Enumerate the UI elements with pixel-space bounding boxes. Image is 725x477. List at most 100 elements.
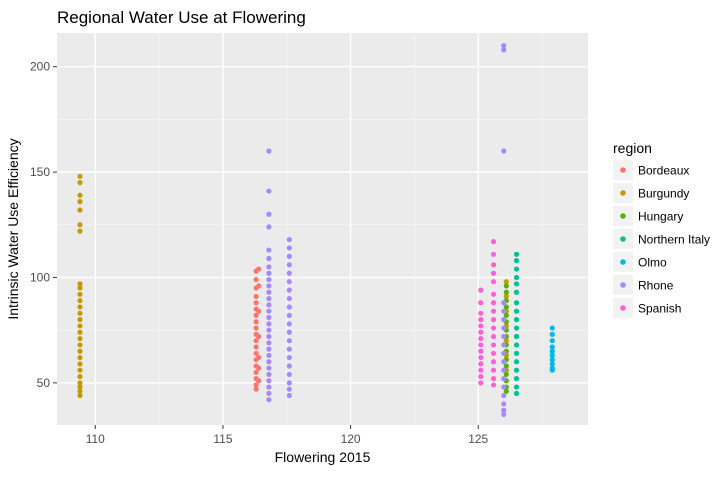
data-point (77, 192, 83, 198)
legend-item: Northern Italy (613, 229, 710, 249)
data-point (513, 350, 520, 356)
data-point (77, 354, 83, 361)
legend-label: Bordeaux (638, 164, 689, 178)
data-point (513, 300, 520, 306)
data-point (266, 397, 272, 403)
data-points (77, 43, 555, 418)
data-point (503, 312, 509, 319)
data-point (501, 148, 507, 154)
data-point (478, 287, 484, 293)
data-point (513, 308, 520, 314)
x-axis: 110 115 120 125 (86, 425, 489, 446)
data-point (253, 344, 259, 350)
data-point (253, 293, 259, 300)
data-point (266, 224, 272, 230)
data-point (253, 369, 259, 375)
data-point (253, 350, 259, 356)
data-point (266, 352, 272, 359)
data-point (490, 308, 497, 314)
data-point (286, 392, 292, 399)
legend-item: Olmo (613, 252, 667, 272)
data-point (490, 317, 497, 323)
data-point (256, 333, 262, 340)
data-point (77, 392, 83, 399)
legend-marker (620, 305, 626, 311)
legend-item: Bordeaux (613, 160, 689, 180)
legend-label: Northern Italy (638, 233, 710, 247)
data-point (513, 266, 520, 272)
data-point (513, 274, 520, 281)
data-point (266, 384, 272, 390)
data-point (549, 357, 555, 363)
data-point (286, 253, 292, 259)
data-point (478, 300, 484, 306)
data-point (478, 323, 484, 329)
data-point (253, 319, 259, 325)
data-point (286, 304, 292, 310)
data-point (266, 255, 272, 262)
legend-item: Burgundy (613, 183, 689, 203)
chart-title: Regional Water Use at Flowering (57, 8, 306, 27)
data-point (253, 300, 259, 306)
data-point (503, 388, 509, 394)
legend-label: Burgundy (638, 187, 689, 201)
data-point (490, 376, 497, 382)
data-point (286, 270, 292, 276)
data-point (286, 346, 292, 352)
data-point (501, 333, 507, 340)
data-point (266, 264, 272, 270)
data-point (77, 348, 83, 354)
data-point (77, 367, 83, 373)
legend: region Bordeaux Burgundy Hungary Northern I… (613, 140, 710, 318)
data-point (478, 348, 484, 354)
data-point (478, 317, 484, 323)
data-point (77, 329, 83, 335)
data-point (256, 378, 262, 384)
data-point (501, 392, 507, 399)
y-tick-label: 200 (30, 60, 50, 74)
legend-label: Olmo (638, 256, 667, 270)
data-point (478, 310, 484, 316)
data-point (490, 342, 497, 348)
data-point (266, 333, 272, 340)
data-point (266, 359, 272, 365)
data-point (266, 346, 272, 352)
data-point (77, 291, 83, 297)
data-point (490, 239, 497, 245)
data-point (549, 325, 555, 331)
data-point (478, 329, 484, 335)
legend-items: Bordeaux Burgundy Hungary Northern Italy Olm… (613, 160, 710, 318)
data-point (490, 333, 497, 340)
data-point (490, 279, 497, 285)
data-point (490, 359, 497, 365)
x-tick-label: 110 (86, 432, 105, 446)
data-point (266, 295, 272, 302)
data-point (478, 354, 484, 361)
data-point (501, 376, 507, 382)
data-point (513, 258, 520, 264)
legend-label: Rhone (638, 279, 674, 293)
data-point (549, 367, 555, 373)
data-point (286, 321, 292, 327)
data-point (266, 188, 272, 194)
data-point (253, 276, 259, 283)
data-point (77, 317, 83, 323)
data-point (266, 283, 272, 289)
data-point (77, 310, 83, 316)
data-point (266, 289, 272, 295)
data-point (266, 390, 272, 396)
data-point (286, 338, 292, 344)
data-point (478, 367, 484, 373)
major-gridlines (57, 33, 588, 425)
data-point (501, 43, 507, 49)
data-point (286, 329, 292, 335)
data-point (286, 245, 292, 251)
data-point (501, 411, 507, 418)
y-axis-label: Intrinsic Water Use Efficiency (5, 138, 21, 319)
data-point (478, 361, 484, 367)
data-point (501, 342, 507, 348)
data-point (266, 371, 272, 378)
data-point (77, 173, 83, 179)
